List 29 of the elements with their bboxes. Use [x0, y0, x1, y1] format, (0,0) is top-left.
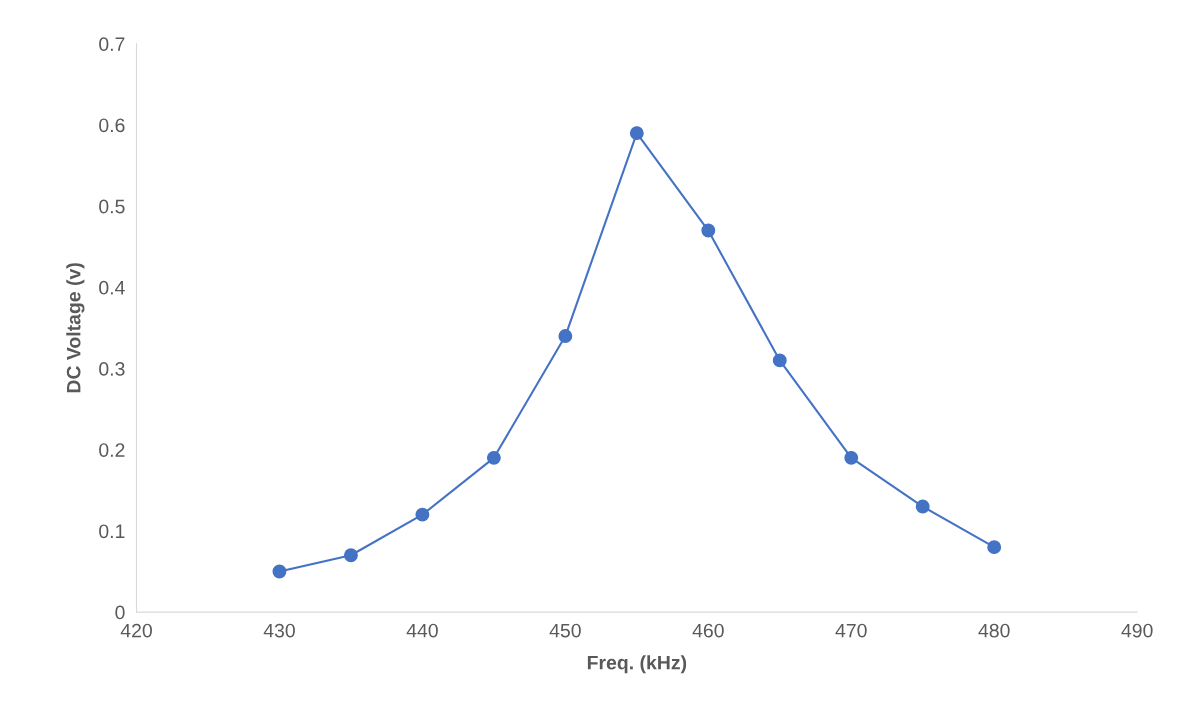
x-tick-label: 490: [1121, 623, 1153, 638]
point: [629, 126, 644, 141]
point: [486, 450, 501, 465]
point: [701, 223, 716, 238]
y-axis-title: DC Voltage (v): [66, 263, 85, 393]
point: [844, 450, 859, 465]
x-tick-label: 460: [692, 623, 724, 638]
point: [558, 329, 573, 344]
point: [272, 564, 287, 579]
x-tick-label: 440: [406, 623, 438, 638]
y-tick-label: 0.6: [99, 118, 125, 133]
x-tick-label: 470: [835, 623, 867, 638]
point: [415, 507, 430, 522]
x-tick-label: 430: [263, 623, 295, 638]
y-tick-label: 0.5: [99, 199, 125, 214]
x-tick-label: 420: [120, 623, 152, 638]
y-tick-label: 0.3: [99, 362, 125, 376]
x-tick-label: 480: [978, 623, 1010, 638]
point: [987, 540, 1002, 555]
point: [772, 353, 787, 368]
y-tick-label: 0: [115, 605, 125, 620]
point: [343, 548, 358, 563]
x-tick-label: 450: [549, 623, 581, 638]
y-tick-label: 0.2: [99, 443, 125, 457]
y-tick-label: 0.4: [99, 280, 125, 295]
y-tick-label: 0.1: [99, 524, 125, 539]
point: [915, 499, 930, 514]
y-tick-label: 0.7: [99, 37, 125, 52]
x-axis-title: Freq. (kHz): [587, 655, 687, 674]
